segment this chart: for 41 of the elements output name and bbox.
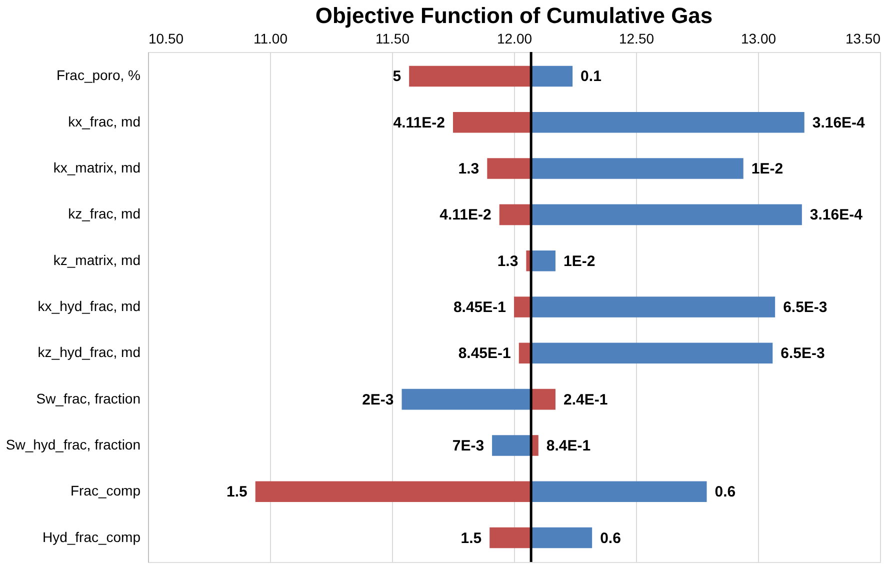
annotation: 8.45E-1 bbox=[453, 299, 506, 316]
x-tick-label: 10.50 bbox=[148, 30, 184, 46]
annotation: 3.16E-4 bbox=[810, 206, 864, 224]
annotation: 0.1 bbox=[580, 68, 602, 86]
y-tick-label: Frac_comp bbox=[70, 482, 141, 499]
annotation: 5 bbox=[392, 68, 402, 86]
y-tick-label: kx_matrix, md bbox=[53, 160, 140, 176]
annotation: 1.3 bbox=[497, 252, 518, 270]
y-tick-label: kz_hyd_frac, md bbox=[38, 344, 140, 360]
x-tick-label: 12.50 bbox=[618, 30, 654, 46]
x-tick-label: 13.00 bbox=[740, 30, 776, 46]
annotation: 8.45E-1 bbox=[458, 345, 511, 362]
annotation: 1.3 bbox=[458, 160, 480, 178]
x-tick-label: 11.00 bbox=[254, 30, 288, 46]
annotation: 7E-3 bbox=[452, 437, 484, 454]
annotation: 4.11E-2 bbox=[440, 206, 492, 224]
y-tick-label: Sw_hyd_frac, fraction bbox=[6, 436, 140, 452]
annotation: 2E-3 bbox=[362, 391, 394, 408]
annotation: 0.6 bbox=[600, 530, 621, 547]
annotation: 1E-2 bbox=[751, 160, 784, 178]
annotation: 0.6 bbox=[714, 484, 736, 501]
y-tick-label: Sw_frac, fraction bbox=[36, 390, 140, 406]
annotation: 6.5E-3 bbox=[780, 345, 825, 362]
x-tick-label: 12.00 bbox=[496, 30, 532, 46]
annotation: 2.4E-1 bbox=[563, 391, 608, 408]
y-tick-label: Hyd_frac_comp bbox=[42, 528, 141, 545]
y-tick-label: kx_hyd_frac, md bbox=[38, 298, 140, 314]
annotation: 6.5E-3 bbox=[783, 299, 828, 316]
x-tick-label: 13.50 bbox=[845, 30, 881, 46]
annotation: 1E-2 bbox=[563, 252, 596, 270]
y-tick-label: kx_frac, md bbox=[68, 113, 140, 130]
annotation: 3.16E-4 bbox=[812, 114, 866, 132]
x-tick-label: 11.50 bbox=[376, 30, 410, 46]
annotation: 4.11E-2 bbox=[393, 114, 445, 132]
annotation: 1.5 bbox=[226, 484, 248, 501]
annotation: 8.4E-1 bbox=[546, 437, 591, 454]
y-tick-label: kz_frac, md bbox=[68, 206, 140, 222]
y-tick-label: kz_matrix, md bbox=[53, 252, 140, 268]
chart-title: Objective Function of Cumulative Gas bbox=[315, 3, 713, 28]
annotation: 1.5 bbox=[460, 530, 482, 547]
y-tick-label: Frac_poro, % bbox=[56, 67, 140, 84]
